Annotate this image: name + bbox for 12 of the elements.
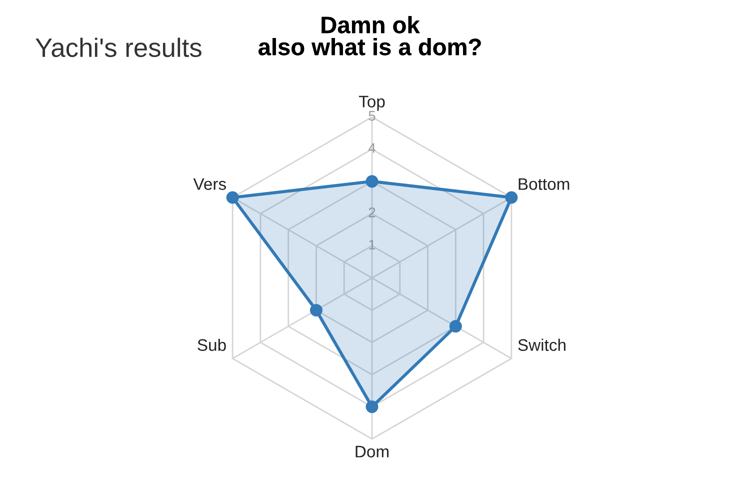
spoke-label: Switch xyxy=(518,338,566,351)
chart-title: Yachi's results xyxy=(36,38,202,58)
y-tick-label: 5 xyxy=(368,111,376,121)
spoke-label: Bottom xyxy=(518,178,570,190)
spoke-label: Vers xyxy=(193,178,226,190)
text: Damn ok also what is a dom? xyxy=(258,16,481,56)
y-tick-label: 1 xyxy=(369,240,376,250)
spoke-label: Sub xyxy=(198,338,226,351)
spoke-label: Dom xyxy=(356,446,388,458)
y-tick-label: 4 xyxy=(368,143,376,153)
y-tick-label: 2 xyxy=(368,207,376,218)
spoke-label: Top xyxy=(358,96,385,111)
